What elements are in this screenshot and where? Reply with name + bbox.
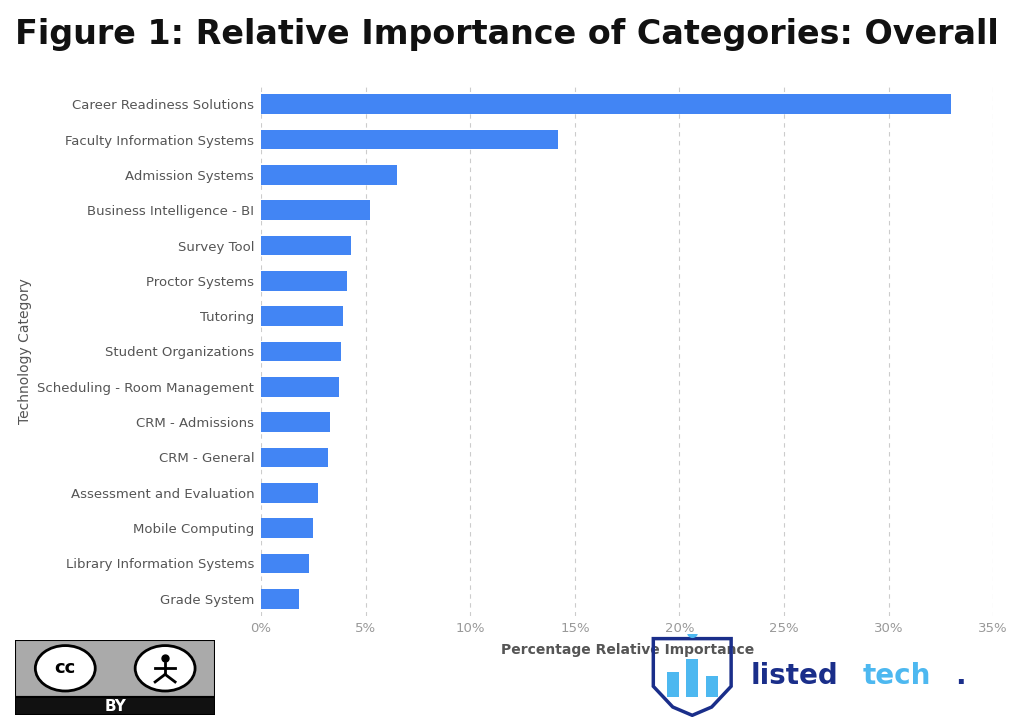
Bar <box>261 94 951 114</box>
Bar <box>261 200 370 220</box>
Bar <box>261 342 341 361</box>
Bar <box>261 518 313 538</box>
Text: cc: cc <box>54 659 76 677</box>
Text: BY: BY <box>104 699 126 714</box>
Y-axis label: Technology Category: Technology Category <box>17 278 32 425</box>
Text: listed: listed <box>751 662 839 690</box>
Circle shape <box>35 645 95 691</box>
Bar <box>261 377 339 397</box>
Bar <box>261 412 330 432</box>
Bar <box>261 589 299 609</box>
Bar <box>261 236 351 255</box>
FancyBboxPatch shape <box>15 640 215 697</box>
FancyBboxPatch shape <box>15 697 215 715</box>
Bar <box>667 672 679 696</box>
Bar <box>261 554 309 573</box>
Bar <box>261 130 558 149</box>
Text: .: . <box>955 662 966 690</box>
X-axis label: Percentage Relative Importance: Percentage Relative Importance <box>501 643 754 658</box>
Bar <box>261 448 328 467</box>
Text: Figure 1: Relative Importance of Categories: Overall: Figure 1: Relative Importance of Categor… <box>15 18 999 51</box>
Circle shape <box>135 645 195 691</box>
Text: tech: tech <box>862 662 931 690</box>
Bar <box>706 676 718 696</box>
Bar <box>686 659 698 696</box>
Bar <box>261 165 397 185</box>
Bar <box>261 306 343 326</box>
Bar <box>261 483 317 503</box>
Bar <box>261 271 347 291</box>
